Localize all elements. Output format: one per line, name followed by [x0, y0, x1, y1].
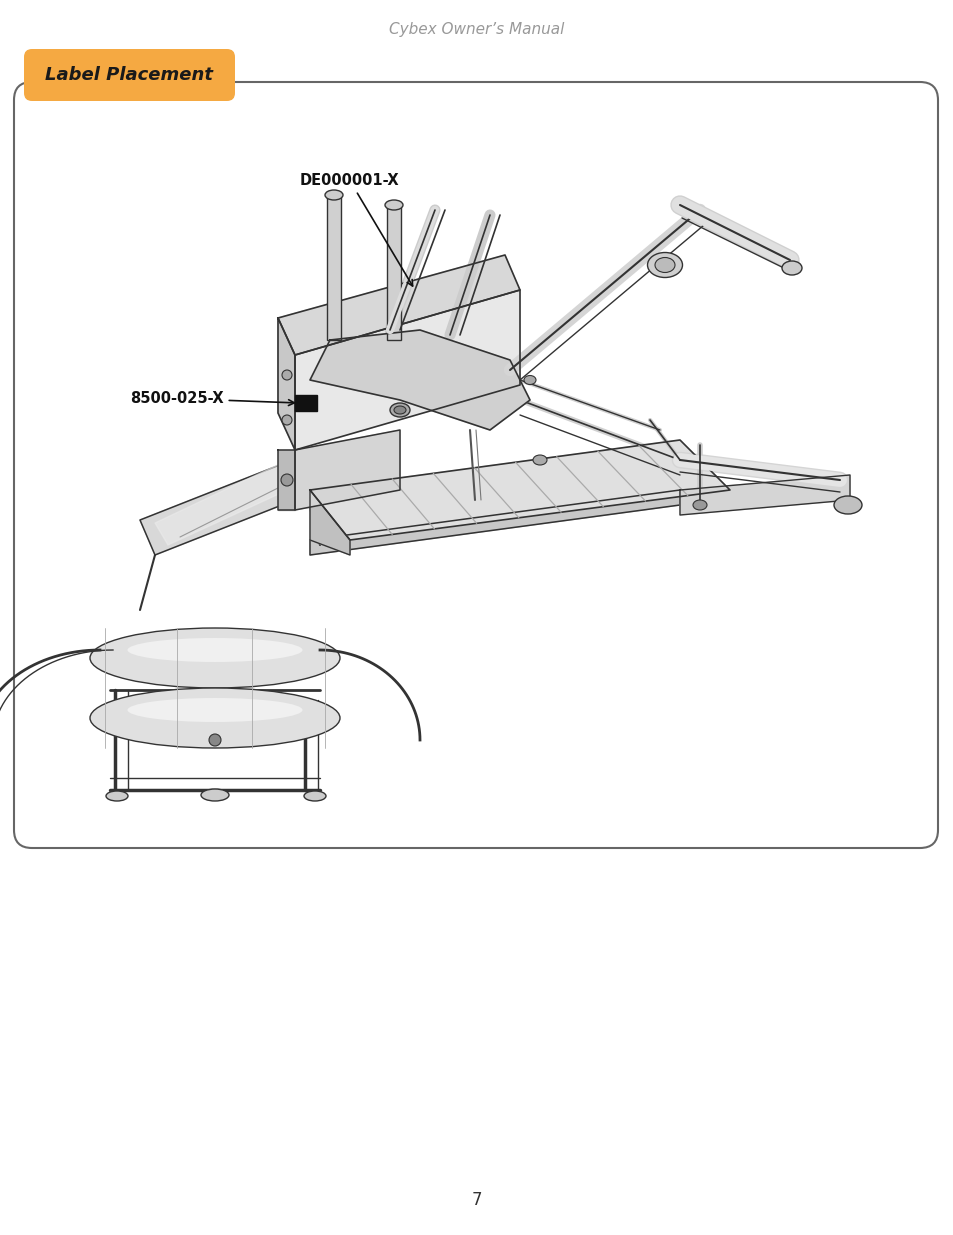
Ellipse shape [106, 790, 128, 802]
Polygon shape [294, 430, 399, 510]
Text: Cybex Owner’s Manual: Cybex Owner’s Manual [389, 22, 564, 37]
Ellipse shape [692, 500, 706, 510]
Polygon shape [294, 290, 519, 450]
Polygon shape [277, 254, 519, 354]
Polygon shape [154, 458, 305, 545]
Bar [294, 395, 316, 411]
Polygon shape [310, 490, 350, 555]
Ellipse shape [304, 790, 326, 802]
Polygon shape [310, 440, 729, 540]
Ellipse shape [128, 638, 302, 662]
Ellipse shape [833, 496, 862, 514]
Ellipse shape [282, 370, 292, 380]
Polygon shape [140, 454, 319, 555]
Ellipse shape [647, 252, 681, 278]
Text: 7: 7 [471, 1191, 482, 1209]
Ellipse shape [533, 454, 546, 466]
Text: Label Placement: Label Placement [46, 65, 213, 84]
Ellipse shape [90, 688, 339, 748]
Ellipse shape [385, 200, 402, 210]
Polygon shape [310, 330, 530, 430]
Ellipse shape [390, 403, 410, 417]
Ellipse shape [281, 474, 293, 487]
Text: DE000001-X: DE000001-X [299, 173, 413, 287]
Ellipse shape [394, 406, 406, 414]
Polygon shape [310, 490, 679, 555]
Bar [387, 205, 400, 340]
FancyBboxPatch shape [24, 49, 234, 101]
Ellipse shape [282, 415, 292, 425]
Bar [327, 195, 340, 340]
FancyBboxPatch shape [14, 82, 937, 848]
Ellipse shape [325, 190, 343, 200]
Ellipse shape [209, 734, 221, 746]
Ellipse shape [781, 261, 801, 275]
Ellipse shape [655, 258, 675, 273]
Text: 8500-025-X: 8500-025-X [130, 391, 294, 406]
Ellipse shape [523, 375, 536, 384]
Polygon shape [679, 475, 849, 515]
Ellipse shape [90, 629, 339, 688]
Ellipse shape [201, 789, 229, 802]
Polygon shape [277, 450, 294, 510]
Ellipse shape [128, 698, 302, 722]
Polygon shape [277, 317, 294, 450]
